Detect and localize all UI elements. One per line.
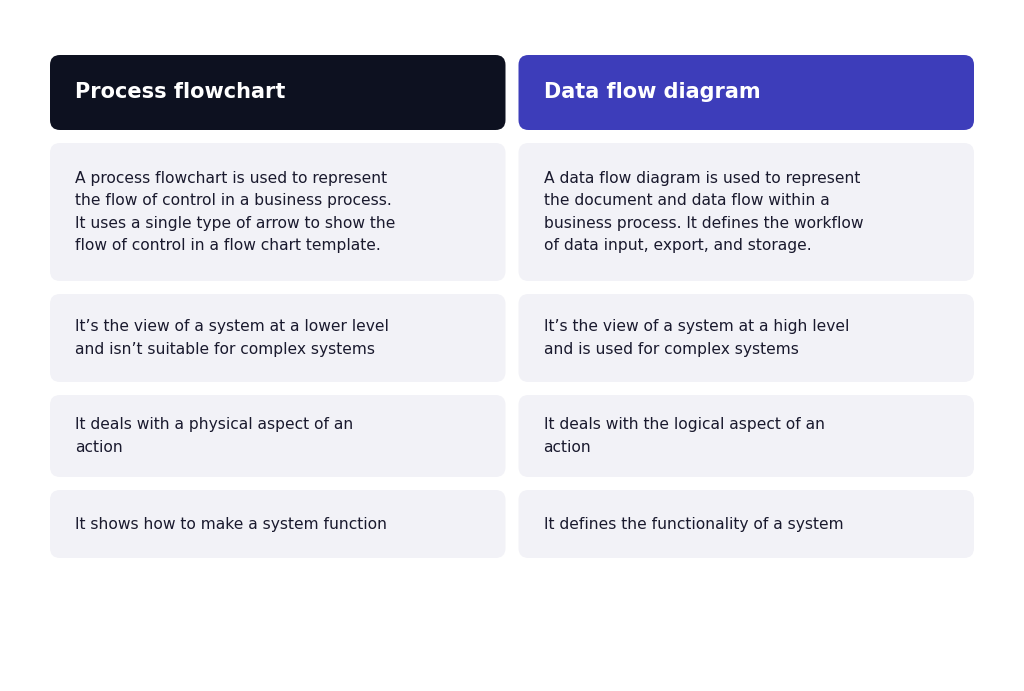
FancyBboxPatch shape bbox=[50, 490, 506, 558]
FancyBboxPatch shape bbox=[518, 490, 974, 558]
FancyBboxPatch shape bbox=[518, 294, 974, 382]
FancyBboxPatch shape bbox=[50, 395, 506, 477]
FancyBboxPatch shape bbox=[518, 395, 974, 477]
Text: It deals with a physical aspect of an
action: It deals with a physical aspect of an ac… bbox=[75, 417, 353, 455]
FancyBboxPatch shape bbox=[50, 294, 506, 382]
Text: It deals with the logical aspect of an
action: It deals with the logical aspect of an a… bbox=[544, 417, 824, 455]
Text: It defines the functionality of a system: It defines the functionality of a system bbox=[544, 516, 843, 531]
Text: It’s the view of a system at a high level
and is used for complex systems: It’s the view of a system at a high leve… bbox=[544, 319, 849, 357]
FancyBboxPatch shape bbox=[50, 55, 506, 130]
Text: Process flowchart: Process flowchart bbox=[75, 82, 286, 102]
Text: Data flow diagram: Data flow diagram bbox=[544, 82, 760, 102]
FancyBboxPatch shape bbox=[518, 55, 974, 130]
Text: A process flowchart is used to represent
the flow of control in a business proce: A process flowchart is used to represent… bbox=[75, 171, 395, 253]
Text: It’s the view of a system at a lower level
and isn’t suitable for complex system: It’s the view of a system at a lower lev… bbox=[75, 319, 389, 357]
FancyBboxPatch shape bbox=[50, 143, 506, 281]
FancyBboxPatch shape bbox=[518, 143, 974, 281]
Text: It shows how to make a system function: It shows how to make a system function bbox=[75, 516, 387, 531]
Text: A data flow diagram is used to represent
the document and data flow within a
bus: A data flow diagram is used to represent… bbox=[544, 171, 863, 253]
